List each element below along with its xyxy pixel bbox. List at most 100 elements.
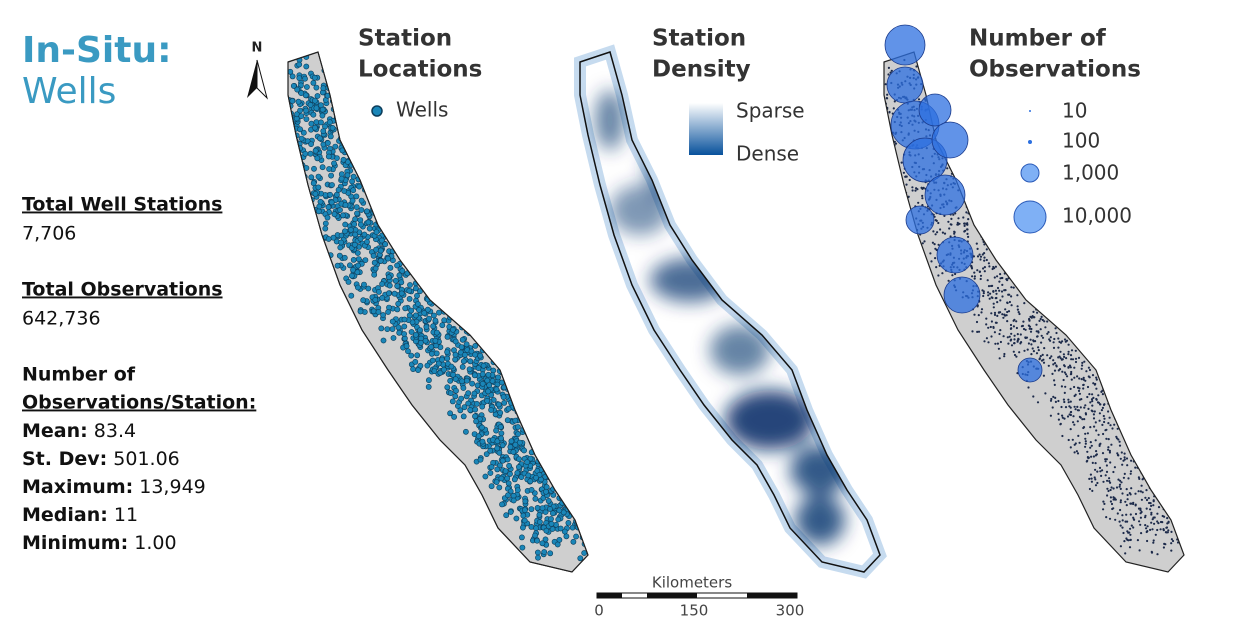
well-point	[342, 105, 349, 112]
obs-point	[1032, 395, 1035, 398]
obs-point	[1093, 363, 1096, 366]
well-point	[495, 353, 502, 360]
obs-point	[1127, 531, 1130, 534]
obs-point	[1021, 269, 1024, 273]
well-point	[297, 165, 304, 171]
well-point	[499, 442, 506, 449]
well-point	[384, 326, 391, 332]
obs-point	[1134, 492, 1137, 495]
well-point	[329, 182, 335, 188]
obs-point	[1019, 333, 1022, 336]
obs-point	[985, 337, 989, 340]
obs-point	[1140, 444, 1143, 447]
obs-point	[1111, 405, 1114, 408]
obs-point	[1108, 480, 1111, 483]
obs-point	[881, 105, 883, 107]
obs-point	[1070, 358, 1073, 361]
obs-point	[954, 272, 957, 276]
obs-point	[1093, 425, 1096, 428]
well-point	[389, 326, 396, 332]
well-point	[341, 254, 348, 261]
well-point	[593, 522, 598, 527]
obs-point	[1103, 417, 1106, 420]
well-point	[288, 130, 292, 137]
obs-point	[920, 186, 923, 189]
well-point	[350, 256, 357, 263]
obs-point	[1127, 406, 1130, 409]
obs-point	[982, 294, 985, 298]
well-point	[440, 366, 447, 373]
well-point	[319, 112, 326, 119]
well-point	[463, 341, 470, 348]
obs-point	[1023, 302, 1026, 305]
well-point	[423, 324, 430, 330]
obs-point	[950, 217, 953, 220]
obs-point	[999, 340, 1003, 344]
well-point	[327, 191, 333, 198]
stat-label: Total Observations	[22, 279, 223, 301]
obs-point	[1079, 406, 1082, 409]
obs-point	[1009, 266, 1012, 269]
obs-point	[1108, 517, 1112, 520]
legend-symbol	[1020, 163, 1040, 183]
well-point	[431, 368, 438, 374]
obs-point	[1091, 374, 1095, 377]
obs-point	[1108, 416, 1111, 419]
well-point	[534, 504, 541, 511]
obs-point	[1088, 477, 1091, 480]
obs-point	[1073, 394, 1076, 398]
stat-row: Median: 11	[22, 504, 138, 526]
well-point	[290, 139, 297, 145]
obs-point	[917, 98, 921, 101]
obs-point	[1130, 432, 1133, 436]
well-point	[460, 385, 467, 391]
obs-point	[1075, 450, 1078, 453]
obs-point	[900, 161, 903, 164]
obs-point	[983, 256, 986, 259]
well-point	[344, 172, 351, 179]
obs-point	[1154, 486, 1158, 489]
density-ramp	[689, 103, 723, 155]
obs-point	[1154, 533, 1157, 536]
obs-point	[1043, 347, 1046, 350]
obs-point	[882, 112, 884, 114]
obs-point	[1170, 542, 1173, 545]
legend-symbol	[1013, 200, 1047, 234]
legend-symbol	[371, 105, 383, 117]
well-point	[432, 317, 439, 324]
obs-point	[1134, 504, 1137, 507]
well-point	[279, 76, 284, 81]
obs-point	[1072, 421, 1075, 424]
obs-point	[1069, 373, 1072, 376]
obs-point	[1067, 366, 1070, 369]
obs-point	[1104, 460, 1107, 463]
obs-point	[1134, 423, 1137, 426]
obs-point	[861, 65, 863, 67]
well-point	[281, 76, 286, 81]
obs-point	[1105, 470, 1109, 473]
well-point	[482, 473, 489, 480]
obs-point	[1057, 399, 1060, 403]
well-point	[527, 455, 534, 462]
well-point	[398, 279, 405, 286]
title-line: In-Situ:	[22, 30, 171, 71]
well-point	[479, 424, 485, 431]
obs-point	[979, 277, 982, 281]
well-point	[329, 61, 336, 68]
obs-point	[1155, 476, 1158, 479]
obs-point	[975, 242, 978, 245]
well-point	[311, 223, 318, 230]
obs-point	[928, 81, 931, 84]
well-point	[532, 433, 539, 440]
well-point	[401, 331, 407, 337]
obs-point	[885, 141, 888, 144]
obs-point	[1109, 488, 1112, 492]
obs-point	[953, 158, 957, 161]
well-point	[488, 407, 494, 413]
obs-point	[930, 69, 933, 72]
obs-point	[986, 279, 989, 282]
obs-point	[979, 274, 983, 277]
obs-point	[873, 117, 875, 119]
well-point	[276, 115, 281, 120]
obs-point	[1060, 405, 1063, 409]
